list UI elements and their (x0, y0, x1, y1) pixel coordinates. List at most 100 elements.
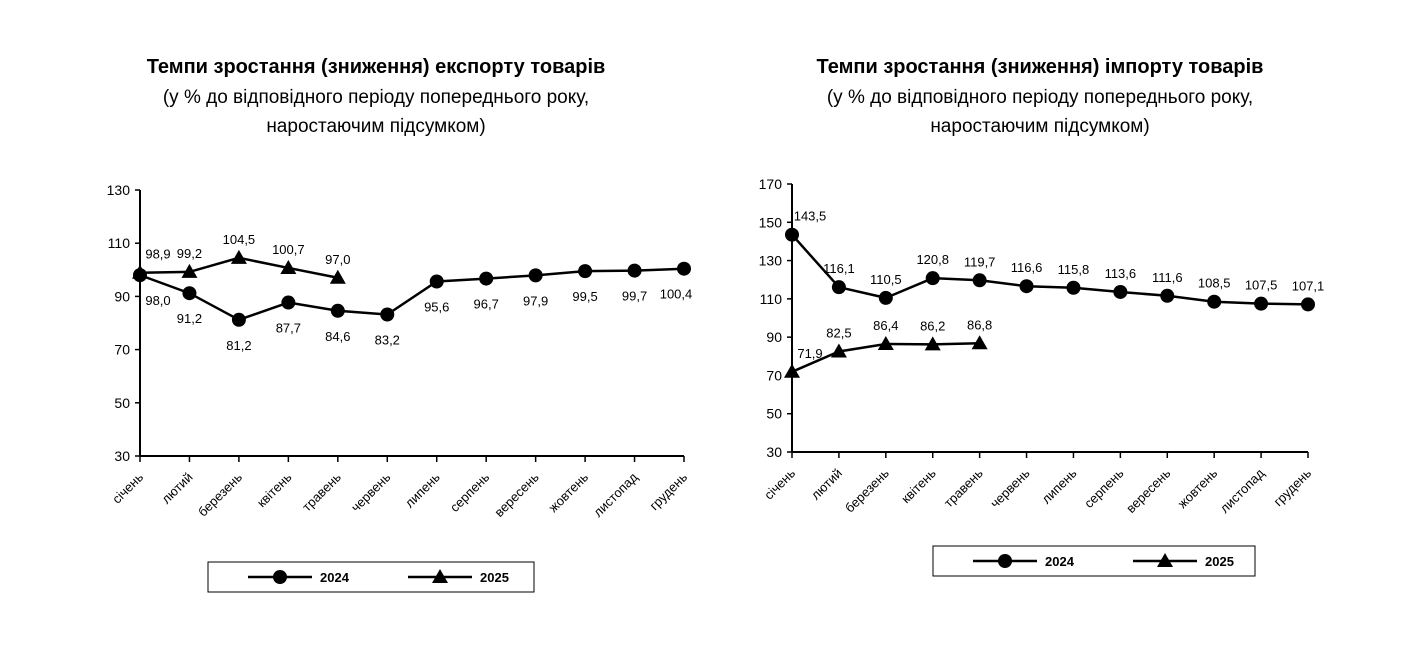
data-label: 98,0 (145, 293, 170, 308)
series-line (139, 267, 685, 322)
y-tick-label: 50 (766, 406, 782, 422)
x-tick-label: грудень (647, 469, 691, 513)
data-label: 104,5 (223, 232, 256, 247)
data-label: 86,2 (920, 318, 945, 333)
data-point (1254, 296, 1269, 311)
data-label: 95,6 (424, 300, 449, 315)
data-label: 87,7 (276, 321, 301, 336)
data-point (281, 295, 296, 310)
chart-title: Темпи зростання (зниження) імпорту товар… (817, 56, 1264, 78)
data-label: 82,5 (826, 326, 851, 341)
legend-label: 2024 (320, 570, 350, 585)
data-point (1301, 297, 1315, 312)
data-point (528, 268, 543, 283)
data-label: 113,6 (1105, 266, 1137, 281)
data-point (330, 303, 345, 318)
data-point (785, 227, 799, 242)
data-label: 99,2 (177, 246, 202, 261)
x-tick-label: листопад (1217, 465, 1268, 516)
data-label: 100,7 (272, 242, 305, 257)
x-tick-label: серпень (1081, 465, 1127, 511)
legend-box (207, 561, 535, 593)
x-tick-label: березень (195, 469, 245, 519)
y-tick-label: 70 (766, 367, 782, 383)
data-point (132, 264, 148, 279)
data-label: 115,8 (1058, 262, 1090, 277)
data-point (830, 343, 847, 358)
chart-subtitle: наростаючим підсумком) (930, 116, 1149, 137)
x-tick-label: травень (941, 465, 986, 510)
data-point (627, 263, 642, 278)
legend-marker (1157, 553, 1173, 567)
data-label: 96,7 (474, 297, 499, 312)
legend-label: 2024 (1045, 554, 1075, 569)
chart-title: Темпи зростання (зниження) експорту това… (147, 56, 606, 78)
data-label: 110,5 (870, 272, 902, 287)
data-label: 107,5 (1245, 278, 1278, 293)
data-point (329, 269, 346, 284)
y-tick-label: 70 (114, 342, 130, 358)
series-line (791, 233, 1309, 306)
x-tick-label: лютий (158, 470, 195, 507)
data-point (380, 307, 395, 322)
data-point (925, 271, 940, 286)
data-label: 116,1 (823, 261, 855, 276)
y-tick-label: 90 (114, 288, 130, 304)
data-point (972, 273, 987, 288)
data-label: 71,9 (797, 346, 822, 361)
data-label: 119,7 (964, 254, 996, 269)
y-tick-label: 170 (759, 176, 783, 192)
x-tick-label: квітень (254, 469, 295, 510)
x-tick-label: серпень (447, 469, 493, 515)
y-tick-label: 90 (766, 329, 782, 345)
x-tick-label: вересень (1123, 465, 1173, 515)
x-tick-label: квітень (898, 465, 939, 506)
legend-marker (432, 569, 448, 583)
x-tick-label: січень (761, 465, 798, 502)
data-label: 111,6 (1152, 270, 1183, 285)
x-tick-label: жовтень (1175, 465, 1221, 511)
x-tick-label: грудень (1271, 465, 1315, 509)
x-tick-label: липень (402, 469, 443, 510)
data-point (578, 264, 593, 279)
data-label: 98,9 (145, 247, 170, 262)
data-label: 100,4 (660, 287, 693, 302)
data-point (677, 261, 691, 276)
x-tick-label: травень (299, 469, 344, 514)
data-point (280, 259, 297, 274)
data-label: 116,6 (1011, 260, 1043, 275)
x-tick-label: березень (842, 465, 892, 515)
legend-label: 2025 (480, 570, 509, 585)
y-tick-label: 30 (114, 448, 130, 464)
data-point (1207, 294, 1222, 309)
x-tick-label: лютий (808, 466, 845, 503)
x-tick-label: червень (348, 469, 394, 515)
data-point (971, 335, 988, 350)
chart-subtitle: (у % до відповідного періоду попередньог… (827, 87, 1253, 108)
data-point (924, 336, 941, 351)
data-point (1066, 280, 1081, 295)
data-point (831, 280, 846, 295)
data-label: 84,6 (325, 329, 350, 344)
data-point (181, 263, 198, 278)
legend-label: 2025 (1205, 554, 1234, 569)
y-tick-label: 130 (759, 253, 783, 269)
x-tick-label: червень (987, 465, 1033, 511)
data-point (182, 286, 197, 301)
data-label: 99,5 (572, 289, 597, 304)
x-tick-label: січень (109, 469, 146, 506)
legend-marker (998, 554, 1012, 568)
x-tick-label: листопад (590, 469, 641, 520)
data-label: 99,7 (622, 289, 647, 304)
data-label: 83,2 (375, 332, 400, 347)
y-tick-label: 50 (114, 395, 130, 411)
data-label: 143,5 (794, 209, 827, 224)
data-point (479, 271, 494, 286)
data-point (784, 363, 800, 378)
data-label: 108,5 (1198, 276, 1231, 291)
data-label: 86,8 (967, 317, 992, 332)
data-label: 120,8 (916, 252, 949, 267)
x-tick-label: жовтень (546, 469, 592, 515)
data-label: 86,4 (873, 318, 898, 333)
